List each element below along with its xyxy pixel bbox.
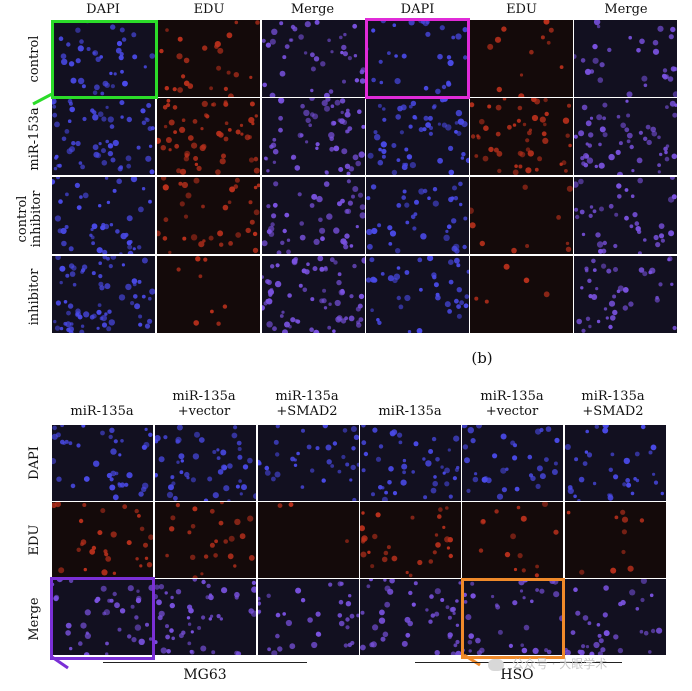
panel-b-col-header: miR-135a — [70, 404, 134, 419]
panel-a-tile — [262, 20, 365, 97]
panel-a-tile — [262, 256, 365, 333]
panel-a-tile — [470, 98, 573, 175]
panel-b-tile — [565, 579, 666, 655]
panel-a-tile — [52, 20, 155, 97]
highlight-pointer-orange — [463, 653, 481, 667]
panel-b-tile — [155, 502, 256, 578]
panel-a-col-header: EDU — [506, 2, 537, 17]
panel-b-col-header: miR-135a +vector — [172, 389, 236, 419]
panel-a-tile — [574, 98, 677, 175]
panel-a-row-label: inhibitor — [27, 268, 42, 326]
panel-b-col-header: miR-135a +SMAD2 — [275, 389, 339, 419]
panel-a-tile — [470, 256, 573, 333]
group-rule-mg63 — [103, 662, 307, 663]
panel-b-tile — [258, 502, 359, 578]
panel-b-tile — [52, 425, 153, 501]
panel-a-tile — [366, 98, 469, 175]
panel-a-tile — [574, 177, 677, 254]
panel-b-tag: (b) — [471, 349, 493, 367]
group-rule-hso — [415, 662, 622, 663]
panel-a-tile — [574, 20, 677, 97]
panel-a-col-header: Merge — [290, 2, 335, 17]
panel-a-col-header: DAPI — [86, 2, 120, 17]
panel-a-tile — [574, 256, 677, 333]
panel-b-tile — [565, 425, 666, 501]
panel-b-tile — [360, 579, 461, 655]
panel-b-tile — [258, 579, 359, 655]
panel-b-row-label: EDU — [27, 524, 42, 556]
panel-b-tile — [462, 425, 563, 501]
panel-a-tile — [262, 98, 365, 175]
wechat-icon — [488, 658, 504, 671]
panel-a-tile — [366, 256, 469, 333]
panel-b-tile — [258, 425, 359, 501]
panel-b-row-label: DAPI — [27, 446, 42, 480]
highlight-pointer-purple — [51, 655, 69, 670]
panel-b-tile — [52, 502, 153, 578]
group-label-mg63: MG63 — [183, 667, 227, 683]
panel-a-tile — [262, 177, 365, 254]
panel-a-tile — [52, 98, 155, 175]
panel-a-tile — [470, 177, 573, 254]
panel-b-tile — [155, 425, 256, 501]
panel-b-col-header: miR-135a — [378, 404, 442, 419]
panel-a-col-header: Merge — [604, 2, 648, 17]
panel-b-tile — [52, 579, 153, 655]
panel-a-tile — [157, 20, 260, 97]
panel-b-row-label: Merge — [27, 597, 42, 641]
panel-a-tile — [52, 256, 155, 333]
panel-a-col-header: EDU — [193, 2, 225, 17]
panel-a-tile — [157, 177, 260, 254]
panel-b-tile — [565, 502, 666, 578]
panel-a-tile — [366, 177, 469, 254]
panel-a-tile — [470, 20, 573, 97]
panel-b-tile — [360, 425, 461, 501]
panel-a-tile — [366, 20, 469, 97]
panel-b-tile — [462, 502, 563, 578]
group-label-hso: HSO — [500, 667, 534, 683]
panel-b-col-header: miR-135a +vector — [480, 389, 544, 419]
panel-b-tile — [360, 502, 461, 578]
panel-a-tile — [157, 256, 260, 333]
panel-a-tile — [157, 98, 260, 175]
panel-b-tile — [462, 579, 563, 655]
highlight-pointer-green — [32, 92, 53, 106]
panel-a-col-header: DAPI — [400, 2, 435, 17]
watermark: 公众号 · 大眼学术 — [488, 655, 607, 672]
panel-a-tile — [52, 177, 155, 254]
panel-b-tile — [155, 579, 256, 655]
panel-b-col-header: miR-135a +SMAD2 — [581, 389, 645, 419]
